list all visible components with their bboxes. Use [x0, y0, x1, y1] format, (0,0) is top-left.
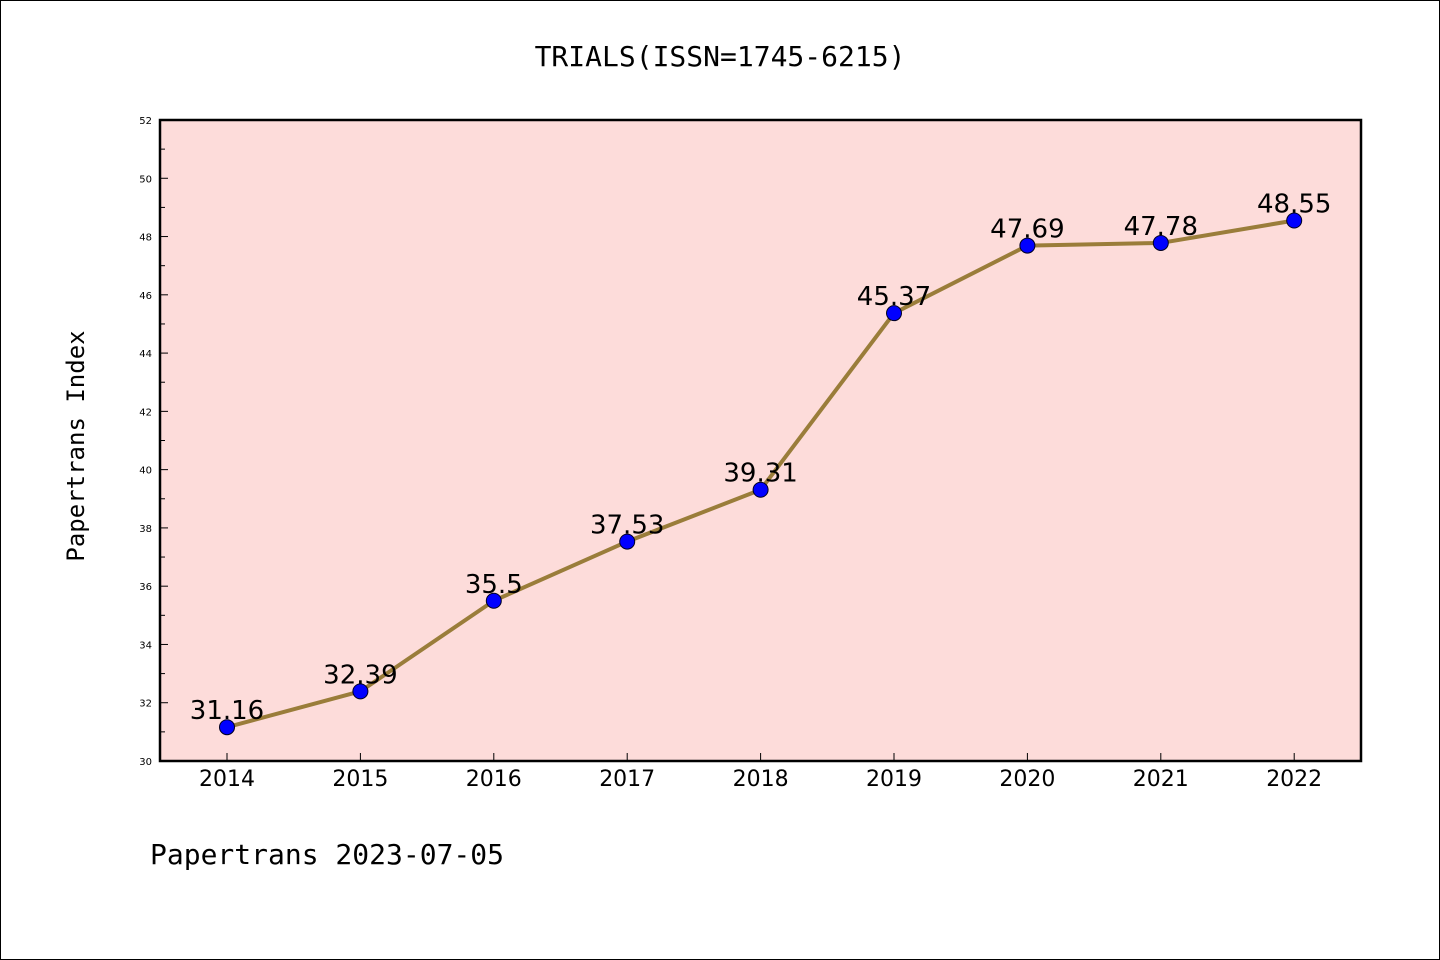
plot-area — [160, 120, 1361, 761]
data-point — [752, 481, 769, 498]
data-point — [1286, 212, 1303, 229]
y-tick-label: 40 — [139, 466, 152, 477]
x-tick-label: 2022 — [1266, 767, 1322, 792]
data-point — [619, 533, 636, 550]
data-point — [886, 305, 902, 322]
y-tick-label: 38 — [139, 524, 152, 535]
x-tick-label: 2016 — [466, 767, 522, 792]
x-tick-label: 2015 — [332, 767, 388, 792]
y-axis-label: Papertrans Index — [62, 330, 90, 561]
footer-label: Papertrans 2023-07-05 — [150, 838, 504, 871]
data-point — [485, 592, 502, 609]
plot-border — [158, 118, 1363, 763]
y-tick-label: 30 — [139, 757, 152, 768]
x-tick-label: 2020 — [999, 767, 1055, 792]
x-tick-label: 2017 — [599, 767, 655, 792]
chart-title: TRIALS(ISSN=1745-6215) — [535, 40, 906, 73]
y-tick-label: 50 — [139, 174, 152, 185]
data-point — [1019, 237, 1036, 254]
x-axis: 2014 2015 2016 2017 2018 2019 2020 2021 2022 — [199, 753, 1322, 792]
y-tick-label: 32 — [139, 699, 152, 710]
y-tick-label: 52 — [139, 116, 152, 127]
y-tick-label: 44 — [139, 349, 152, 360]
x-tick-label: 2014 — [199, 767, 255, 792]
y-tick-label: 48 — [139, 233, 152, 244]
data-point — [219, 719, 235, 736]
y-tick-label: 42 — [139, 407, 152, 418]
x-tick-label: 2019 — [866, 767, 922, 792]
x-tick-label: 2018 — [733, 767, 789, 792]
y-tick-label: 34 — [139, 640, 152, 651]
data-point — [1152, 234, 1169, 251]
x-tick-label: 2021 — [1133, 767, 1189, 792]
y-tick-label: 46 — [139, 291, 152, 302]
y-tick-label: 36 — [139, 582, 152, 593]
data-point — [352, 683, 369, 700]
